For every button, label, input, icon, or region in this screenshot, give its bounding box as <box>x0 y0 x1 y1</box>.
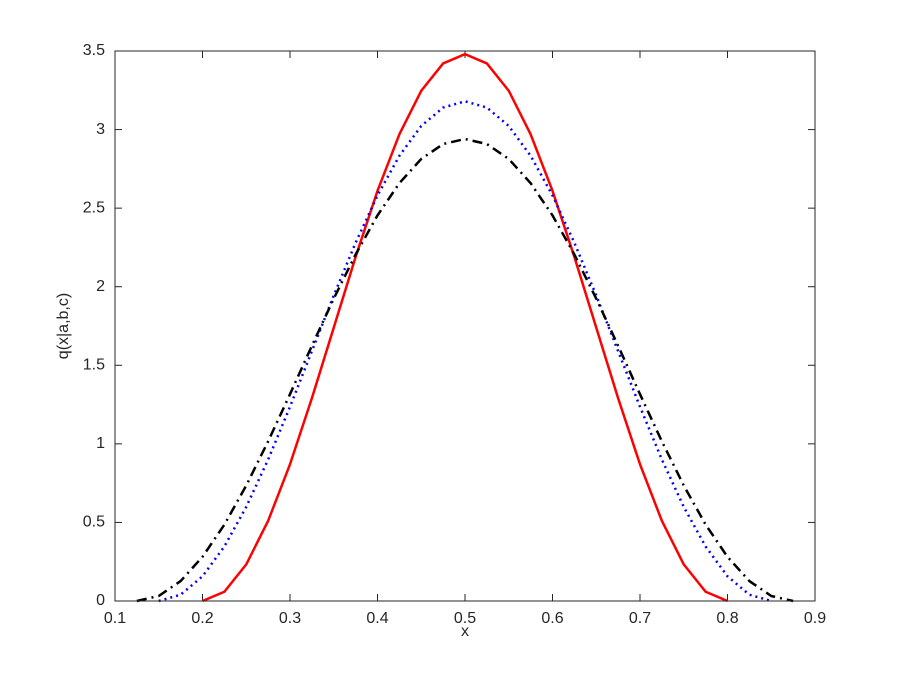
y-tick-label: 0.5 <box>83 514 105 531</box>
x-axis-label: x <box>461 623 469 640</box>
x-tick-label: 0.4 <box>366 610 388 627</box>
y-tick-label: 2 <box>96 278 105 295</box>
x-tick-label: 0.1 <box>104 610 126 627</box>
y-tick-label: 0 <box>96 592 105 609</box>
y-tick-label: 3 <box>96 121 105 138</box>
x-tick-label: 0.7 <box>629 610 651 627</box>
x-tick-label: 0.5 <box>454 610 476 627</box>
plot-frame <box>114 50 816 602</box>
x-tick-label: 0.2 <box>191 610 213 627</box>
x-tick-label: 0.8 <box>716 610 738 627</box>
y-tick-label: 1 <box>96 435 105 452</box>
series-line <box>158 100 772 603</box>
y-tick-label: 3.5 <box>83 42 105 59</box>
x-tick-label: 0.6 <box>541 610 563 627</box>
y-axis-label: q(x|a,b,c) <box>55 293 72 359</box>
y-tick-label: 1.5 <box>83 357 105 374</box>
x-tick-label: 0.3 <box>279 610 301 627</box>
series-line <box>202 52 728 603</box>
x-tick-label: 0.9 <box>804 610 826 627</box>
y-tick-label: 2.5 <box>83 199 105 216</box>
